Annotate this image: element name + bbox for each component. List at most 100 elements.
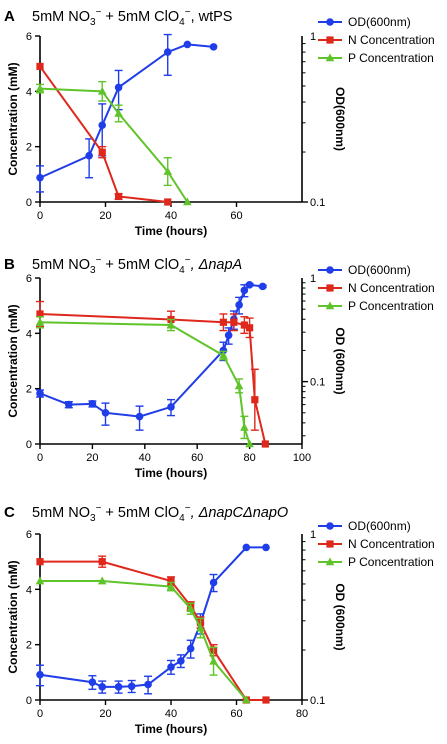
x-tick-label: 0 bbox=[37, 708, 43, 720]
y-tick-label: 4 bbox=[26, 584, 32, 596]
legend-label: N Concentration bbox=[348, 281, 435, 295]
y2-axis-title: OD (600nm) bbox=[333, 327, 347, 394]
data-point bbox=[186, 644, 195, 653]
title-superscript: − bbox=[185, 255, 191, 266]
legend-label: P Concentration bbox=[348, 555, 434, 569]
data-point bbox=[262, 543, 270, 552]
series-line bbox=[40, 580, 248, 701]
title-superscript: − bbox=[96, 255, 102, 266]
title-part: , ΔnapA bbox=[191, 257, 243, 273]
legend-label: OD(600nm) bbox=[348, 263, 411, 277]
y-tick-label: 0 bbox=[26, 695, 32, 707]
panel-title: 5mM NO3− + 5mM ClO4−, wtPS bbox=[32, 7, 232, 28]
x-tick-label: 60 bbox=[230, 708, 242, 720]
data-point bbox=[114, 108, 123, 117]
data-point bbox=[101, 409, 110, 417]
data-point bbox=[115, 192, 123, 201]
data-point bbox=[166, 582, 176, 590]
y-tick-label: 0 bbox=[26, 439, 32, 451]
title-part: + 5mM ClO bbox=[101, 9, 179, 25]
series-line bbox=[39, 321, 251, 445]
legend-label: P Concentration bbox=[348, 299, 434, 313]
data-point bbox=[88, 400, 97, 408]
x-tick-label: 60 bbox=[230, 210, 242, 222]
x-tick-label: 20 bbox=[99, 708, 111, 720]
series-line bbox=[39, 546, 266, 688]
x-tick-label: 40 bbox=[139, 452, 151, 464]
data-point bbox=[219, 350, 228, 359]
x-tick-label: 80 bbox=[296, 708, 308, 720]
series-circle bbox=[36, 33, 218, 193]
x-tick-label: 60 bbox=[191, 452, 203, 464]
data-point bbox=[230, 318, 238, 326]
title-part: 5mM NO bbox=[32, 505, 90, 521]
data-point bbox=[163, 167, 173, 175]
data-point bbox=[240, 286, 249, 295]
series-line bbox=[40, 560, 266, 701]
data-point bbox=[219, 318, 227, 326]
legend-marker bbox=[326, 522, 334, 530]
legend-marker bbox=[325, 53, 335, 62]
series-circle bbox=[36, 543, 270, 695]
data-point bbox=[35, 317, 45, 326]
title-part: + 5mM ClO bbox=[101, 505, 179, 521]
y-tick-label: 0 bbox=[26, 197, 32, 209]
title-subscript: 4 bbox=[179, 265, 185, 276]
data-point bbox=[245, 280, 254, 289]
y-tick-label: 6 bbox=[26, 273, 32, 285]
data-point bbox=[242, 543, 251, 552]
data-point bbox=[98, 121, 107, 130]
title-superscript: − bbox=[185, 7, 191, 18]
data-point bbox=[144, 680, 152, 689]
data-point bbox=[177, 657, 185, 665]
panel-title: 5mM NO3− + 5mM ClO4−, ΔnapA bbox=[32, 255, 242, 276]
x-tick-label: 40 bbox=[165, 708, 177, 720]
y2-tick-label: 1 bbox=[310, 31, 316, 43]
panel-letter: C bbox=[4, 504, 15, 521]
data-point bbox=[98, 148, 106, 156]
data-point bbox=[209, 656, 218, 665]
title-subscript: 3 bbox=[90, 265, 96, 276]
x-axis-title: Time (hours) bbox=[135, 466, 207, 480]
data-point bbox=[85, 151, 93, 160]
title-part: , ΔnapCΔnapO bbox=[191, 505, 289, 521]
data-point bbox=[246, 324, 254, 332]
data-point bbox=[167, 403, 175, 411]
legend-marker bbox=[326, 284, 334, 292]
x-tick-label: 20 bbox=[86, 452, 98, 464]
data-point bbox=[114, 83, 123, 92]
data-point bbox=[97, 576, 107, 585]
legend: OD(600nm) N Concentration P Concentration bbox=[318, 15, 435, 65]
y-axis-title: Concentration (mM) bbox=[6, 62, 20, 175]
legend-marker bbox=[326, 266, 334, 274]
data-point bbox=[36, 558, 44, 566]
title-superscript: − bbox=[96, 503, 102, 514]
series-triangle bbox=[35, 80, 192, 206]
legend-marker bbox=[326, 36, 334, 44]
y-tick-label: 2 bbox=[26, 384, 32, 396]
data-point bbox=[262, 696, 270, 704]
panel-letter: A bbox=[4, 8, 15, 25]
title-superscript: − bbox=[185, 503, 191, 514]
legend-marker bbox=[325, 301, 335, 310]
legend-label: P Concentration bbox=[348, 51, 434, 65]
data-point bbox=[36, 670, 44, 679]
data-point bbox=[234, 381, 244, 390]
data-point bbox=[167, 663, 175, 671]
data-point bbox=[251, 396, 259, 404]
data-point bbox=[35, 84, 45, 92]
legend-label: N Concentration bbox=[348, 33, 435, 47]
title-superscript: − bbox=[96, 7, 102, 18]
data-point bbox=[245, 439, 254, 448]
data-point bbox=[183, 40, 192, 49]
y-axis-title: Concentration (mM) bbox=[6, 560, 20, 673]
x-axis-title: Time (hours) bbox=[135, 224, 207, 238]
y-tick-label: 6 bbox=[26, 31, 32, 43]
data-point bbox=[98, 558, 106, 566]
series-line bbox=[39, 312, 267, 445]
y2-tick-label: 0.1 bbox=[310, 197, 325, 209]
series-line bbox=[39, 65, 168, 203]
x-tick-label: 40 bbox=[165, 210, 177, 222]
data-point bbox=[196, 623, 205, 632]
